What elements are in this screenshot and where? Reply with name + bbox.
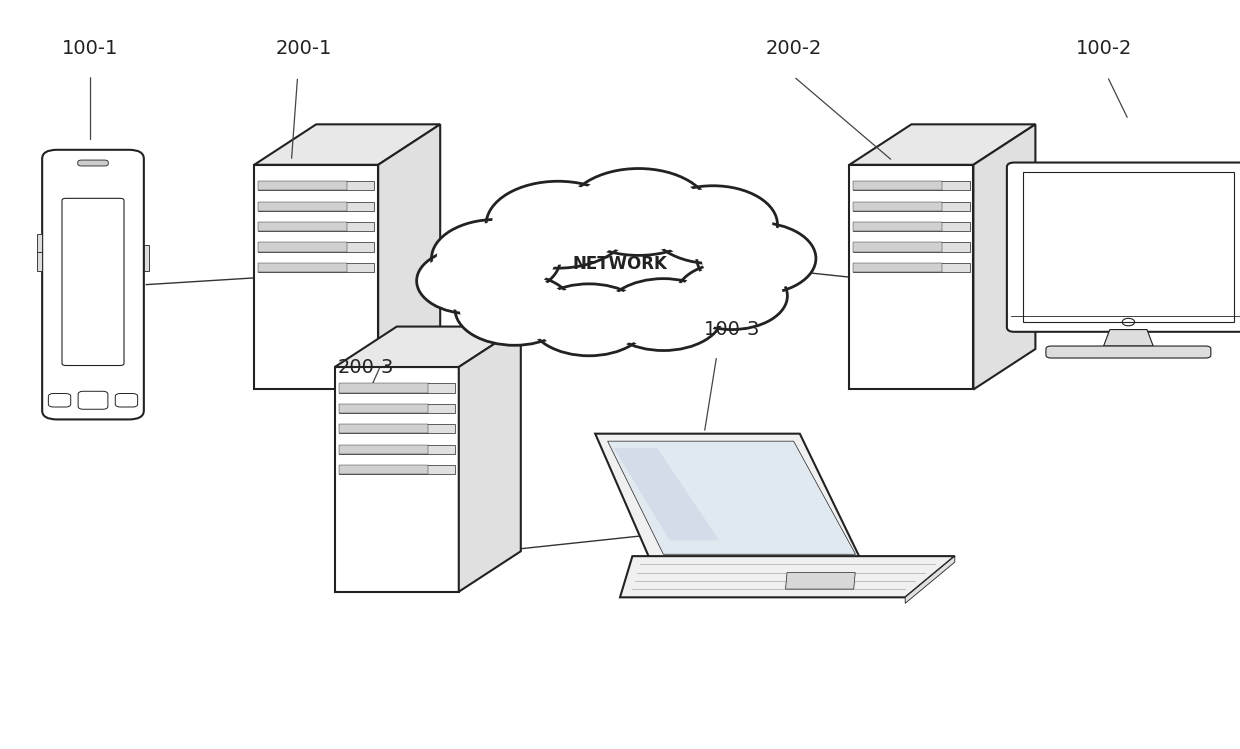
Text: 100-1: 100-1 <box>62 39 119 58</box>
Circle shape <box>486 181 630 268</box>
Polygon shape <box>973 124 1035 389</box>
Bar <box>37 252 42 271</box>
Polygon shape <box>614 448 719 541</box>
Circle shape <box>534 287 644 353</box>
Polygon shape <box>853 263 942 272</box>
Circle shape <box>460 276 569 342</box>
Polygon shape <box>258 243 374 252</box>
Polygon shape <box>853 181 970 190</box>
Polygon shape <box>339 445 428 454</box>
Circle shape <box>436 222 556 294</box>
Polygon shape <box>853 222 942 231</box>
FancyBboxPatch shape <box>1047 346 1211 358</box>
Circle shape <box>604 279 723 351</box>
Circle shape <box>653 189 773 261</box>
Polygon shape <box>335 327 521 367</box>
FancyBboxPatch shape <box>42 150 144 419</box>
Bar <box>37 234 42 252</box>
Polygon shape <box>335 367 459 592</box>
Polygon shape <box>853 222 970 231</box>
Circle shape <box>681 265 782 327</box>
Polygon shape <box>339 424 428 434</box>
Circle shape <box>567 169 711 255</box>
Polygon shape <box>254 165 378 389</box>
Circle shape <box>432 219 560 297</box>
Polygon shape <box>853 181 942 190</box>
Polygon shape <box>595 434 862 562</box>
Polygon shape <box>849 165 973 389</box>
Polygon shape <box>258 263 374 272</box>
Polygon shape <box>853 243 942 252</box>
Circle shape <box>702 225 811 291</box>
Circle shape <box>573 172 704 252</box>
Circle shape <box>649 186 777 264</box>
Polygon shape <box>1104 330 1153 346</box>
Polygon shape <box>608 441 856 554</box>
Polygon shape <box>258 181 374 190</box>
Text: 200-1: 200-1 <box>275 39 332 58</box>
Polygon shape <box>786 572 856 589</box>
Polygon shape <box>378 124 440 389</box>
Polygon shape <box>849 124 1035 165</box>
Polygon shape <box>853 243 970 252</box>
Polygon shape <box>339 445 455 454</box>
Polygon shape <box>339 424 455 434</box>
Bar <box>144 245 149 271</box>
Polygon shape <box>339 404 428 413</box>
Polygon shape <box>258 201 347 210</box>
Polygon shape <box>1023 172 1234 322</box>
Circle shape <box>529 284 649 356</box>
Polygon shape <box>258 243 347 252</box>
Polygon shape <box>905 556 955 604</box>
Polygon shape <box>853 201 942 210</box>
Polygon shape <box>254 124 440 165</box>
Polygon shape <box>620 556 955 598</box>
Circle shape <box>417 248 526 314</box>
Circle shape <box>455 273 574 345</box>
Text: 100-3: 100-3 <box>703 320 760 339</box>
Circle shape <box>697 222 816 294</box>
Text: 200-2: 200-2 <box>765 39 822 58</box>
Polygon shape <box>339 465 428 474</box>
Polygon shape <box>339 404 455 413</box>
Polygon shape <box>258 222 374 231</box>
FancyBboxPatch shape <box>62 198 124 366</box>
Text: 100-2: 100-2 <box>1075 39 1132 58</box>
Polygon shape <box>258 222 347 231</box>
Polygon shape <box>853 263 970 272</box>
FancyBboxPatch shape <box>1007 163 1240 332</box>
Polygon shape <box>853 201 970 210</box>
Text: NETWORK: NETWORK <box>573 255 667 273</box>
Circle shape <box>422 251 521 311</box>
Polygon shape <box>339 383 428 392</box>
Circle shape <box>609 282 718 348</box>
Circle shape <box>492 185 624 264</box>
FancyBboxPatch shape <box>78 160 108 166</box>
Polygon shape <box>258 201 374 210</box>
Polygon shape <box>258 181 347 190</box>
Polygon shape <box>459 327 521 592</box>
Polygon shape <box>258 263 347 272</box>
Text: 200-3: 200-3 <box>337 357 394 377</box>
Polygon shape <box>339 465 455 474</box>
Circle shape <box>676 262 787 330</box>
Polygon shape <box>339 383 455 392</box>
